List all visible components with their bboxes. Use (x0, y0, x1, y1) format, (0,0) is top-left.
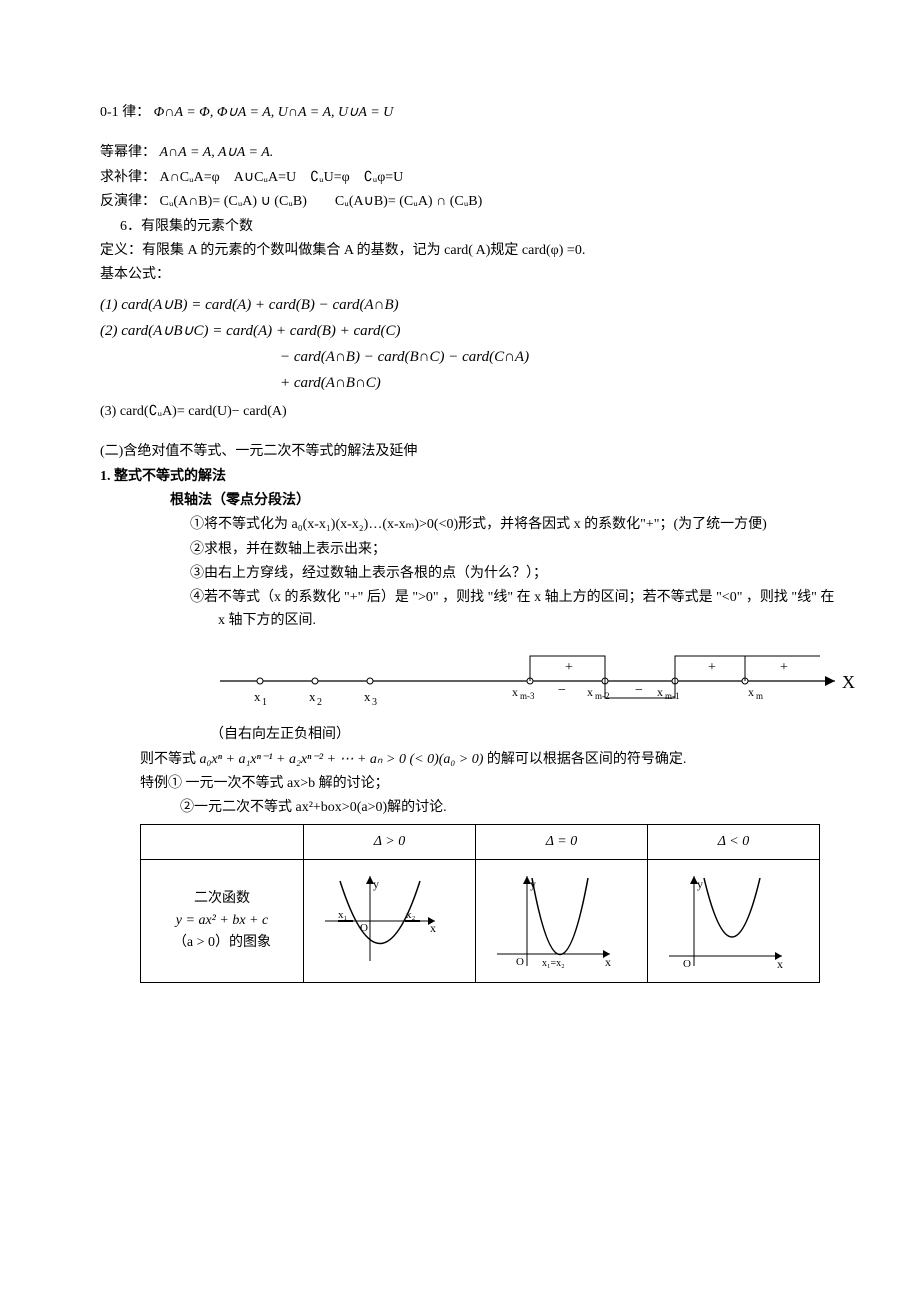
sec6-f1: (1) card(A∪B) = card(A) + card(B) − card… (100, 293, 830, 317)
svg-text:x₁=x₂: x₁=x₂ (542, 958, 565, 969)
sec6-formula1: (1) card(A∪B) = card(A) + card(B) − card… (100, 293, 830, 395)
svg-text:m-1: m-1 (665, 691, 680, 701)
svg-text:x: x (605, 955, 611, 969)
page-root: 0-1 律： Φ∩A = Φ, Φ∪A = A, U∩A = A, U∪A = … (0, 0, 920, 1023)
svg-text:+: + (708, 660, 716, 675)
th-delta-pos: Δ > 0 (304, 824, 476, 859)
law-idem: 等幂律： A∩A = A, A∪A = A. (100, 142, 830, 164)
sec2-sub1: 1. 整式不等式的解法 (100, 466, 830, 488)
sec6-basic-label: 基本公式： (100, 264, 830, 286)
quadratic-table: Δ > 0 Δ = 0 Δ < 0 二次函数 y = ax² + bx + c … (140, 824, 820, 983)
conclusion-sp1: 特例① 一元一次不等式 ax>b 解的讨论； (140, 773, 830, 795)
sec6-f3: (3) card(∁ᵤA)= card(U)− card(A) (100, 401, 830, 423)
conclusion-pre: 则不等式 (140, 752, 200, 767)
row-label: 二次函数 y = ax² + bx + c （a > 0）的图象 (141, 860, 304, 983)
numberline-note: （自右向左正负相间） (210, 724, 830, 746)
law-idem-label: 等幂律： (100, 145, 156, 160)
sec6-title: 6．有限集的元素个数 (120, 216, 830, 238)
svg-text:m-2: m-2 (595, 691, 610, 701)
svg-text:1: 1 (262, 697, 267, 708)
sec6-f2: (2) card(A∪B∪C) = card(A) + card(B) + ca… (100, 319, 830, 343)
sec6-def: 定义：有限集 A 的元素的个数叫做集合 A 的基数，记为 card( A)规定 … (100, 240, 830, 262)
law-zero-one-label: 0-1 律： (100, 105, 150, 120)
svg-text:3: 3 (372, 697, 377, 708)
svg-text:x₁: x₁ (338, 909, 348, 921)
svg-text:−: − (635, 683, 643, 698)
svg-text:O: O (360, 922, 368, 934)
svg-text:x: x (777, 957, 783, 971)
svg-text:m-3: m-3 (520, 691, 535, 701)
law-zero-one-math: Φ∩A = Φ, Φ∪A = A, U∩A = A, U∪A = U (154, 105, 394, 120)
law-comp: 求补律： A∩CᵤA=φ A∪CᵤA=U ∁ᵤU=φ ∁ᵤφ=U (100, 167, 830, 189)
th-delta-zero: Δ = 0 (476, 824, 648, 859)
graph-delta-pos: y x O x₁ x₂ (304, 860, 476, 983)
conclusion-post: 的解可以根据各区间的符号确定. (487, 752, 687, 767)
svg-text:2: 2 (317, 697, 322, 708)
sec2-method: 根轴法（零点分段法） (170, 493, 310, 508)
law-demorgan-label: 反演律： (100, 194, 156, 209)
svg-text:y: y (697, 877, 703, 891)
conclusion-math: a₀xⁿ + a₁xⁿ⁻¹ + a₂xⁿ⁻² + ⋯ + aₙ > 0 (< 0… (200, 752, 487, 767)
conclusion-line: 则不等式 a₀xⁿ + a₁xⁿ⁻¹ + a₂xⁿ⁻² + ⋯ + aₙ > 0… (140, 749, 830, 771)
svg-text:x: x (512, 685, 518, 699)
graph-delta-zero: y x O x₁=x₂ (476, 860, 648, 983)
svg-text:O: O (516, 956, 524, 968)
sec2-step2: ②求根，并在数轴上表示出来； (190, 539, 830, 561)
sec2-step4: ④若不等式（x 的系数化 "+" 后）是 ">0" ，则找 "线" 在 x 轴上… (190, 587, 838, 632)
svg-text:x: x (364, 689, 371, 704)
svg-text:x: x (254, 689, 261, 704)
svg-text:y: y (373, 877, 379, 891)
conclusion-sp2: ②一元二次不等式 ax²+box>0(a>0)解的讨论. (180, 797, 830, 819)
sec2-step1: ①将不等式化为 a₀(x-x₁)(x-x₂)…(x-xₘ)>0(<0)形式，并将… (190, 514, 838, 536)
sec2-title: (二)含绝对值不等式、一元二次不等式的解法及延伸 (100, 441, 830, 463)
law-comp-math: A∩CᵤA=φ A∪CᵤA=U ∁ᵤU=φ ∁ᵤφ=U (160, 170, 404, 185)
svg-text:+: + (780, 660, 788, 675)
law-zero-one: 0-1 律： Φ∩A = Φ, Φ∪A = A, U∩A = A, U∪A = … (100, 102, 830, 124)
graph-delta-neg: y x O (648, 860, 820, 983)
th-empty (141, 824, 304, 859)
sec6-f2b: − card(A∩B) − card(B∩C) − card(C∩A) (280, 345, 830, 369)
svg-text:x: x (657, 685, 663, 699)
svg-text:+: + (565, 660, 573, 675)
svg-text:x₂: x₂ (406, 909, 416, 921)
law-comp-label: 求补律： (100, 170, 156, 185)
law-demorgan: 反演律： Cᵤ(A∩B)= (CᵤA) ∪ (CᵤB) Cᵤ(A∪B)= (Cᵤ… (100, 191, 830, 213)
svg-text:x: x (430, 921, 436, 935)
law-idem-math: A∩A = A, A∪A = A. (160, 145, 274, 160)
row-label-l1: 二次函数 (147, 888, 297, 910)
svg-text:x: x (587, 685, 593, 699)
number-line-diagram: + − − + + x1 x2 x3 xm-3 xm-2 xm-1 xm X (220, 646, 830, 716)
svg-text:X: X (842, 672, 855, 692)
svg-text:y: y (530, 877, 536, 891)
svg-text:x: x (309, 689, 316, 704)
th-delta-neg: Δ < 0 (648, 824, 820, 859)
row-label-l3: （a > 0）的图象 (147, 932, 297, 954)
svg-text:m: m (756, 691, 763, 701)
svg-text:x: x (748, 685, 754, 699)
sec2-step3: ③由右上方穿线，经过数轴上表示各根的点（为什么？）； (190, 563, 830, 585)
svg-text:O: O (683, 958, 691, 970)
law-demorgan-math: Cᵤ(A∩B)= (CᵤA) ∪ (CᵤB) Cᵤ(A∪B)= (CᵤA) ∩ … (160, 194, 483, 209)
sec6-f2c: + card(A∩B∩C) (280, 371, 830, 395)
row-label-l2: y = ax² + bx + c (147, 910, 297, 932)
svg-text:−: − (558, 683, 566, 698)
